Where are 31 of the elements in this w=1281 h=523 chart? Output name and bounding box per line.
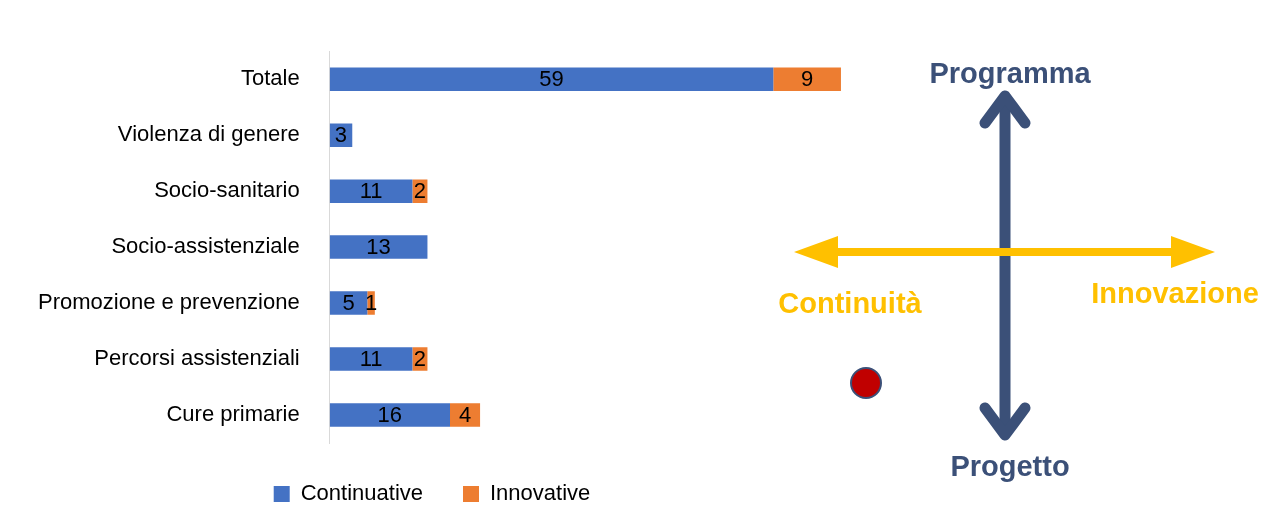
data-label: 59 [539, 66, 564, 92]
y-tick-label: Cure primarie [166, 401, 300, 427]
y-tick-label: Promozione e prevenzione [37, 289, 300, 315]
data-label: 4 [458, 402, 472, 428]
data-label: 11 [359, 346, 383, 372]
legend-label: Innovative [490, 480, 591, 506]
y-tick-label: Socio-sanitario [154, 177, 300, 203]
data-label: 2 [413, 178, 427, 204]
y-tick-label: Totale [240, 65, 300, 91]
text: Progetto [950, 450, 1070, 482]
bar [329, 235, 428, 259]
bar [329, 179, 413, 203]
text: Programma [929, 57, 1092, 89]
y-tick-label: Percorsi assistenziali [94, 345, 300, 371]
data-label: 2 [413, 346, 427, 372]
bar [773, 67, 841, 91]
bar [329, 67, 774, 91]
bar [329, 403, 451, 427]
legend-label: Continuative [300, 480, 424, 506]
annotation: Continuità [778, 287, 923, 319]
bar [329, 291, 368, 315]
data-label: 5 [342, 290, 355, 316]
data-label: 11 [359, 178, 383, 204]
data-label: 13 [366, 234, 391, 260]
text: Innovazione [1091, 277, 1259, 309]
y-tick-label: Socio-assistenziale [111, 233, 300, 259]
data-label: 9 [801, 66, 814, 92]
bar [329, 347, 413, 371]
data-label: 3 [334, 122, 348, 148]
y-tick-label: Violenza di genere [117, 121, 300, 147]
data-label: 16 [377, 402, 403, 428]
